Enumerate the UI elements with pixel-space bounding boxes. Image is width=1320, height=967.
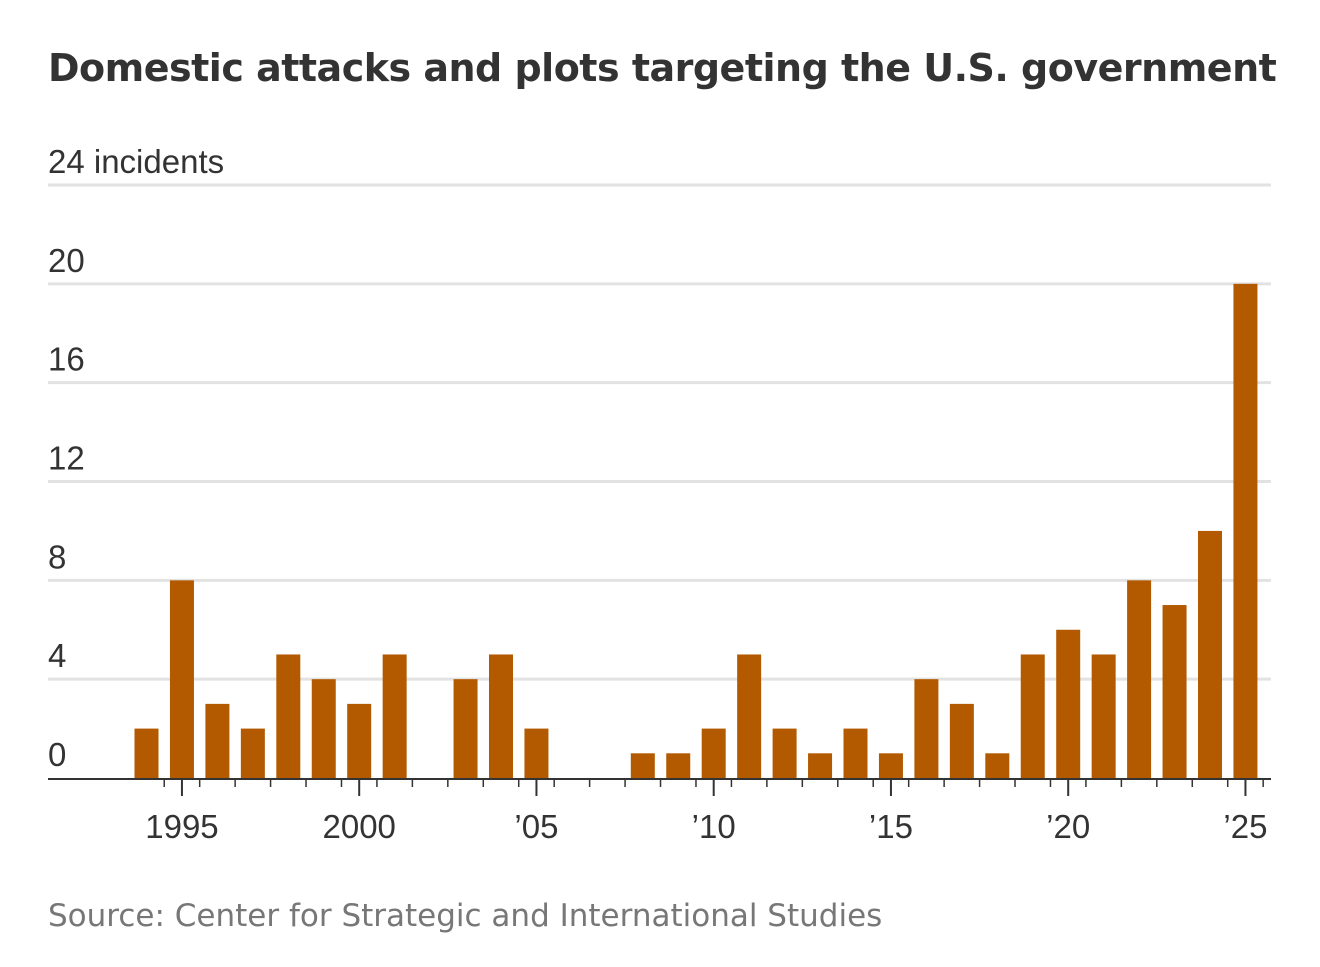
- bar-2004: [489, 654, 513, 778]
- bar-2017: [949, 703, 974, 778]
- x-axis: 1995 2000 ’05 ’10 ’15 ’20 ’25: [48, 778, 1271, 845]
- x-tick-label: 2000: [322, 808, 395, 845]
- x-tick-label: ’15: [869, 808, 913, 845]
- x-tick-label: ’25: [1223, 808, 1267, 845]
- bar-2001: [382, 654, 407, 778]
- bar-2016: [914, 679, 939, 778]
- bar-1994: [134, 728, 159, 778]
- bar-2015: [878, 753, 903, 778]
- bar-2021: [1091, 654, 1116, 778]
- bars: [134, 283, 1258, 778]
- gridlines: [48, 183, 1271, 681]
- bar-2000: [347, 703, 372, 778]
- bar-2020: [1056, 629, 1081, 778]
- bar-2003: [453, 679, 478, 778]
- y-tick-label: 16: [48, 341, 85, 378]
- y-axis-labels: 0 4 8 12 16 20 24 incidents: [48, 143, 224, 773]
- x-tick-label: ’10: [692, 808, 736, 845]
- bar-2018: [985, 753, 1010, 778]
- bar-2010: [701, 728, 726, 778]
- bar-2022: [1127, 580, 1152, 778]
- bar-2013: [808, 753, 833, 778]
- bar-2019: [1020, 654, 1045, 778]
- bar-2005: [524, 728, 549, 778]
- y-tick-label: 20: [48, 242, 85, 279]
- x-tick-label: 1995: [145, 808, 218, 845]
- bar-2014: [843, 728, 868, 778]
- y-tick-label: 24 incidents: [48, 143, 224, 180]
- bar-2008: [630, 753, 655, 778]
- bar-2024: [1198, 530, 1222, 778]
- bar-2009: [666, 753, 691, 778]
- source-note: Source: Center for Strategic and Interna…: [48, 898, 883, 934]
- chart-title: Domestic attacks and plots targeting the…: [48, 46, 1277, 90]
- bar-2023: [1162, 605, 1187, 778]
- bar-1997: [240, 728, 265, 778]
- y-tick-label: 0: [48, 736, 66, 773]
- bar-chart: 0 4 8 12 16 20 24 incidents 1995 2000 ’05 ’10 ’15 ’…: [48, 143, 1271, 845]
- bar-2025: [1233, 283, 1258, 778]
- x-tick-label: ’05: [514, 808, 558, 845]
- bar-1996: [205, 703, 230, 778]
- bar-2012: [772, 728, 797, 778]
- y-tick-label: 12: [48, 440, 85, 477]
- y-tick-label: 8: [48, 538, 66, 575]
- bar-2011: [737, 654, 762, 778]
- bar-1995: [169, 580, 194, 778]
- bar-1998: [276, 654, 301, 778]
- x-tick-label: ’20: [1046, 808, 1090, 845]
- bar-1999: [311, 679, 336, 778]
- y-tick-label: 4: [48, 637, 66, 674]
